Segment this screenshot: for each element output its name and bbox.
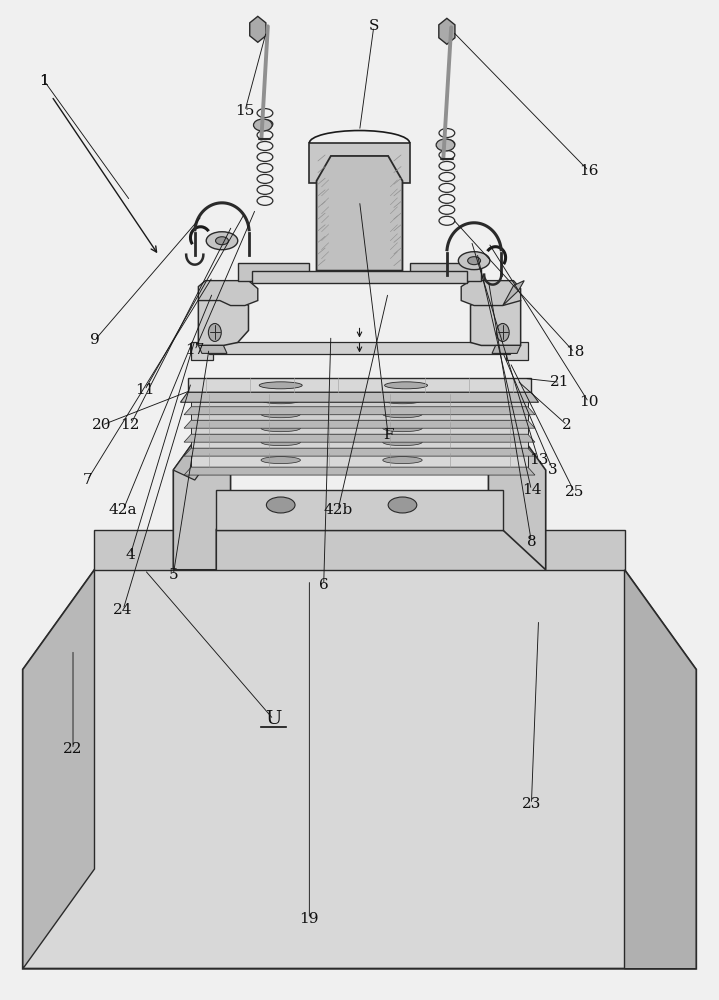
Polygon shape <box>184 448 535 456</box>
Text: 22: 22 <box>63 742 83 756</box>
Ellipse shape <box>260 382 302 389</box>
Text: 5: 5 <box>168 568 178 582</box>
Text: 25: 25 <box>564 485 584 499</box>
Polygon shape <box>191 408 528 420</box>
Polygon shape <box>209 342 510 354</box>
Polygon shape <box>191 394 528 407</box>
Ellipse shape <box>388 497 417 513</box>
Ellipse shape <box>383 425 422 432</box>
Polygon shape <box>488 420 546 570</box>
Text: 42b: 42b <box>324 503 352 517</box>
Polygon shape <box>252 271 467 283</box>
Text: S: S <box>369 19 379 33</box>
Ellipse shape <box>383 397 422 404</box>
Text: 1: 1 <box>40 74 49 88</box>
Polygon shape <box>173 420 231 480</box>
Text: 8: 8 <box>526 535 536 549</box>
Text: 4: 4 <box>125 548 135 562</box>
Ellipse shape <box>261 397 301 404</box>
Polygon shape <box>184 407 535 415</box>
Polygon shape <box>198 345 227 353</box>
Polygon shape <box>188 378 531 392</box>
Ellipse shape <box>383 439 422 446</box>
Polygon shape <box>173 420 231 570</box>
Polygon shape <box>180 392 539 402</box>
Text: 23: 23 <box>522 797 541 811</box>
Polygon shape <box>506 342 528 360</box>
Polygon shape <box>470 296 521 345</box>
Polygon shape <box>625 570 696 969</box>
Polygon shape <box>503 281 524 306</box>
Text: 12: 12 <box>121 418 140 432</box>
Polygon shape <box>249 16 266 42</box>
Text: 14: 14 <box>522 483 541 497</box>
Polygon shape <box>23 570 696 969</box>
Ellipse shape <box>206 232 238 250</box>
Polygon shape <box>238 263 309 281</box>
Text: 24: 24 <box>114 603 133 617</box>
Text: 2: 2 <box>562 418 572 432</box>
Ellipse shape <box>385 382 428 389</box>
Polygon shape <box>198 281 258 306</box>
Ellipse shape <box>467 257 480 265</box>
Circle shape <box>496 323 509 341</box>
Text: 18: 18 <box>564 345 584 359</box>
Polygon shape <box>316 156 403 271</box>
Text: U: U <box>265 710 282 728</box>
Polygon shape <box>309 143 410 183</box>
Polygon shape <box>461 281 521 306</box>
Polygon shape <box>191 436 528 448</box>
Text: 19: 19 <box>300 912 319 926</box>
Polygon shape <box>184 434 535 442</box>
Ellipse shape <box>261 411 301 418</box>
Ellipse shape <box>216 237 229 245</box>
Text: 1: 1 <box>40 74 49 88</box>
Polygon shape <box>184 467 535 475</box>
Text: 21: 21 <box>550 375 569 389</box>
Text: 9: 9 <box>90 333 99 347</box>
Polygon shape <box>410 263 481 281</box>
Polygon shape <box>184 420 535 428</box>
Text: 10: 10 <box>579 395 598 409</box>
Ellipse shape <box>261 425 301 432</box>
Polygon shape <box>492 345 521 353</box>
Polygon shape <box>439 18 455 44</box>
Text: 3: 3 <box>548 463 558 477</box>
Polygon shape <box>94 530 625 570</box>
Text: 13: 13 <box>529 453 549 467</box>
Ellipse shape <box>267 497 295 513</box>
Ellipse shape <box>383 457 422 464</box>
Text: 6: 6 <box>319 578 329 592</box>
Circle shape <box>209 323 221 341</box>
Ellipse shape <box>383 411 422 418</box>
Polygon shape <box>216 490 503 530</box>
Polygon shape <box>198 296 249 345</box>
Ellipse shape <box>261 439 301 446</box>
Text: F: F <box>383 428 393 442</box>
Text: 15: 15 <box>235 104 255 118</box>
Polygon shape <box>191 453 528 467</box>
Ellipse shape <box>458 252 490 270</box>
Ellipse shape <box>436 139 454 151</box>
Polygon shape <box>191 342 213 360</box>
Text: 7: 7 <box>83 473 92 487</box>
Text: 20: 20 <box>92 418 111 432</box>
Text: 11: 11 <box>135 383 155 397</box>
Polygon shape <box>320 183 399 263</box>
Text: 16: 16 <box>579 164 598 178</box>
Text: 42a: 42a <box>109 503 137 517</box>
Ellipse shape <box>261 457 301 464</box>
Polygon shape <box>191 422 528 434</box>
Polygon shape <box>23 570 94 969</box>
Text: 17: 17 <box>185 343 204 357</box>
Ellipse shape <box>254 119 272 131</box>
